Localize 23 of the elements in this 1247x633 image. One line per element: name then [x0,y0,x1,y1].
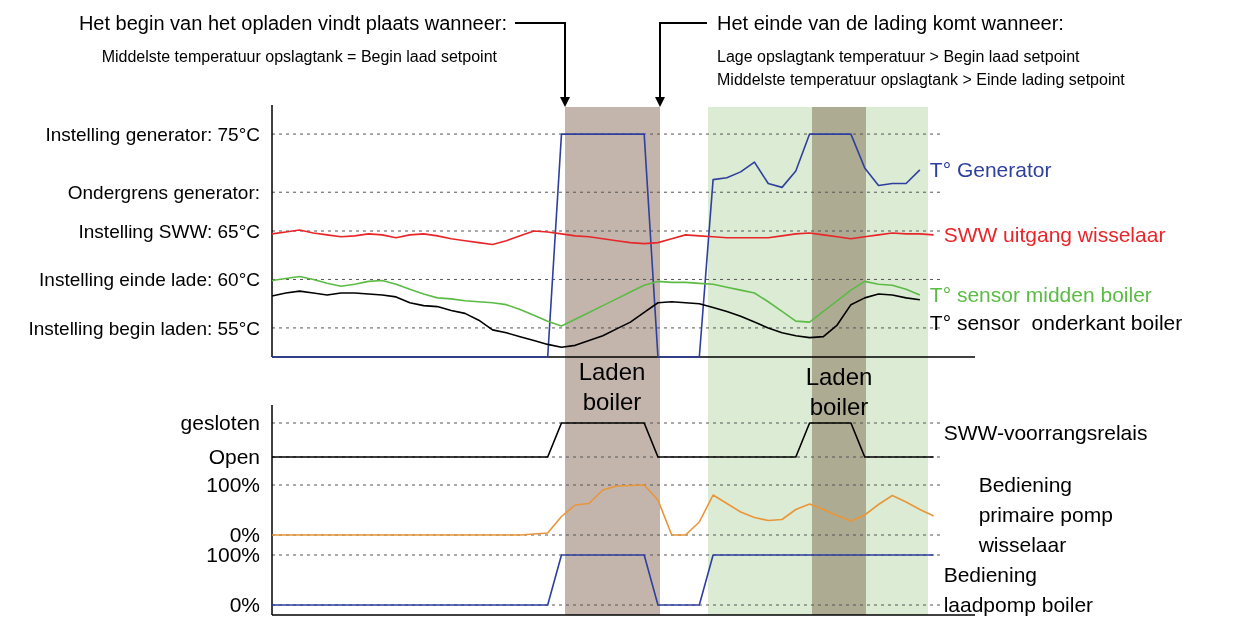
text: Lage opslagtank temperatuur > Begin laad setpoint [717,48,1081,65]
series-label: Bediening laadpomp boiler [943,563,1094,617]
ref-line-label: Open [208,445,260,469]
series-label: SWW-voorrangsrelais [943,421,1148,445]
y-tick-label: Instelling begin laden: 55°C [28,317,260,339]
series-label: T° sensor midden boiler [929,283,1152,307]
text: Middelste temperatuur opslagtank > Einde lading setpoint [717,71,1126,88]
series-label: T° Generator [929,158,1052,182]
y-tick-label: 0% [229,593,260,617]
y-tick-label: Instelling SWW: 65°C [78,220,260,242]
y-tick-label: Ondergrens generator: [67,181,260,203]
y-tick-label: Instelling einde lade: 60°C [39,269,260,291]
text: Laden boiler [805,363,873,420]
series-label: SWW uitgang wisselaar [943,223,1166,247]
text: Het begin van het opladen vindt plaats wanneer: [78,12,507,34]
text: Het einde van de lading komt wanneer: [717,12,1064,34]
text: Bediening primaire pomp wisselaar [977,473,1113,557]
text: Laden boiler [578,358,646,415]
y-tick-label: 100% [206,473,260,497]
series-label: T° sensor onderkant boiler [929,311,1183,335]
ref-line-label: gesloten [180,411,260,435]
text: Middelste temperatuur opslagtank = Begin laad setpoint [101,48,498,65]
y-tick-label: Instelling generator: 75°C [45,123,260,145]
